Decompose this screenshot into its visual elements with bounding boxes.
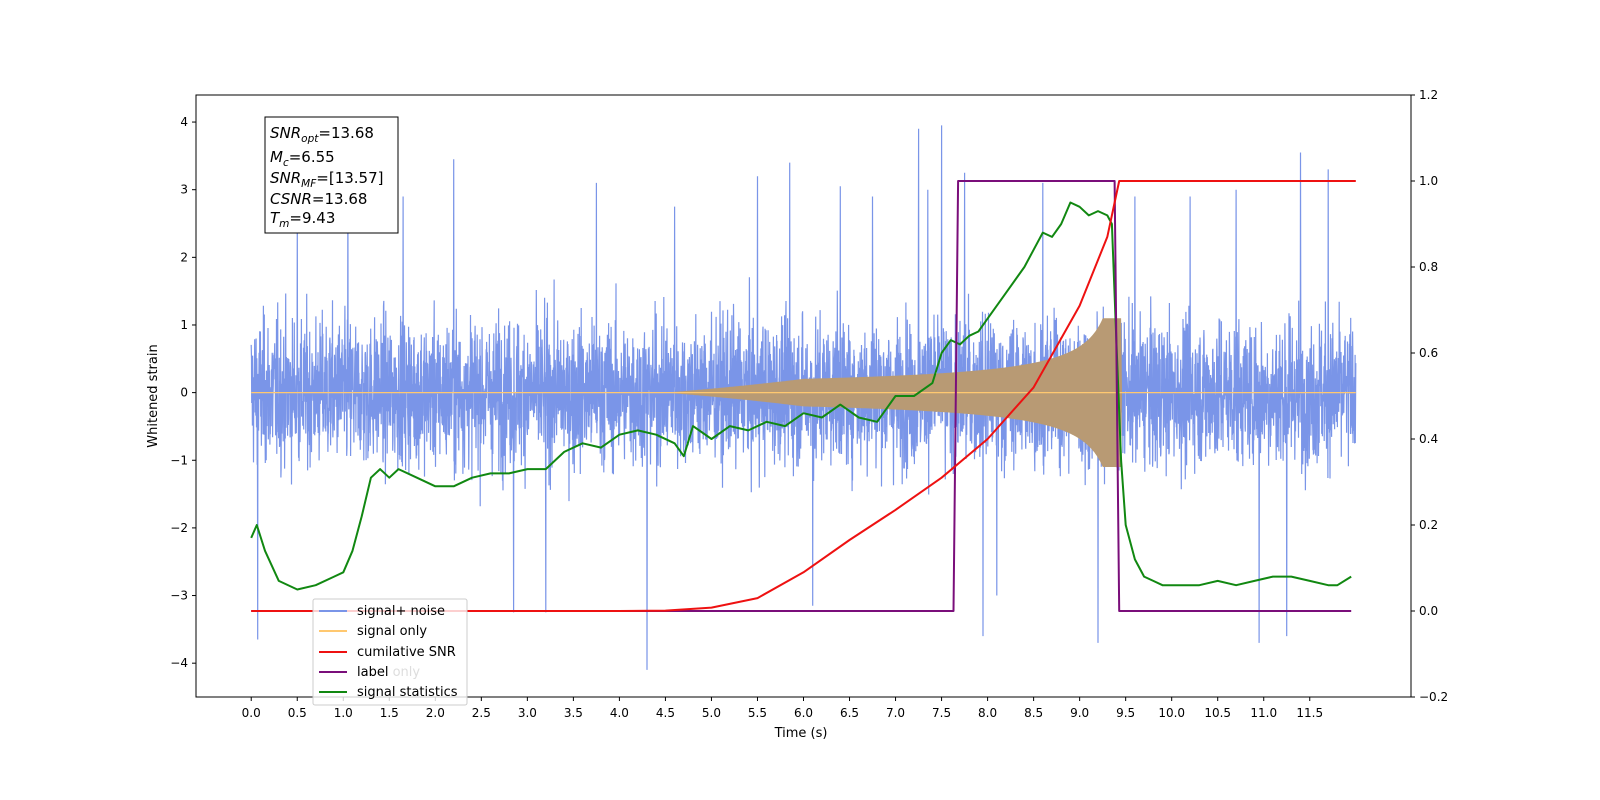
annotation-snr-name: SNR [270,124,301,142]
cumulative-snr-line [251,180,1356,612]
y-tick-label: 1 [180,318,188,332]
annotation-tm-sub: m [279,218,289,230]
signal-plus-noise-series [250,125,1357,670]
y-tick-label: 0 [180,386,188,400]
x-tick-label: 10.5 [1204,706,1231,720]
signal-only-series [251,318,1356,467]
annotation-csnr-value: =13.68 [312,190,368,208]
annotation-mc: Mc=6.55 [270,148,335,169]
x-tick-label: 11.0 [1250,706,1277,720]
x-tick-label: 0.5 [288,706,307,720]
annotation-mc-value: =6.55 [289,148,335,166]
label-line [251,180,1352,612]
x-tick-label: 3.0 [518,706,537,720]
annotation-tm: Tm=9.43 [270,209,335,230]
x-tick-label: 2.5 [472,706,491,720]
annotation-snr-opt: SNRopt=13.68 [270,124,374,145]
legend-label-signal-only: signal only [357,624,427,639]
x-tick-label: 9.5 [1116,706,1135,720]
y2-tick-label: 1.0 [1419,174,1438,188]
x-tick-label: 6.0 [794,706,813,720]
annotation-tm-value: =9.43 [289,209,335,227]
signal-plus-noise-line [250,125,1357,670]
annotation-frame [264,116,399,234]
signal-statistics-line [250,201,1352,591]
y2-tick-label: 0.0 [1419,604,1438,618]
annotation-m-name: M [270,148,283,166]
x-tick-label: 11.5 [1296,706,1323,720]
x-tick-label: 0.0 [242,706,261,720]
x-tick-label: 6.5 [840,706,859,720]
y-axis-label: Whitened strain [146,344,161,447]
right-axis-series-group [250,180,1356,612]
x-tick-label: 2.0 [426,706,445,720]
annotation-csnr-name: CSNR [270,190,312,208]
x-tick-label: 4.5 [656,706,675,720]
y2-tick-label: 0.4 [1419,432,1438,446]
x-tick-label: 1.0 [334,706,353,720]
x-tick-label: 1.5 [380,706,399,720]
legend: signal+ noise signal only cumilative SNR… [312,598,468,706]
y-tick-label: 4 [180,115,188,129]
annotation-csnr: CSNR=13.68 [270,190,367,208]
x-tick-label: 9.0 [1070,706,1089,720]
y-tick-label: −4 [170,656,188,670]
y-tick-label: −1 [170,453,188,467]
x-axis-ticks: 0.0 0.5 1.0 1.5 2.0 2.5 3.0 3.5 4.0 4.5 5.0 5.5 6.0 6… [242,697,1323,720]
x-tick-label: 8.5 [1024,706,1043,720]
x-tick-label: 3.5 [564,706,583,720]
legend-label-signal-statistics: signal statistics [357,685,458,700]
annotation-snr-mf-value: =[13.57] [316,169,383,187]
annotation-snr-opt-sub: opt [301,133,319,145]
y2-tick-label: 0.8 [1419,260,1438,274]
x-axis-label: Time (s) [774,726,828,741]
y2-tick-label: 1.2 [1419,88,1438,102]
x-tick-label: 4.0 [610,706,629,720]
y-tick-label: 3 [180,183,188,197]
x-tick-label: 10.0 [1158,706,1185,720]
annotation-snr-name-2: SNR [270,169,301,187]
legend-label-cumulative-snr: cumilative SNR [357,645,456,660]
x-tick-label: 7.0 [886,706,905,720]
x-tick-label: 5.0 [702,706,721,720]
metrics-annotation-box: SNRopt=13.68 Mc=6.55 SNRMF=[13.57] CSNR=… [264,116,399,234]
y-tick-label: −3 [170,589,188,603]
annotation-t-name: T [270,209,281,227]
x-tick-label: 8.0 [978,706,997,720]
x-tick-label: 5.5 [748,706,767,720]
annotation-snr-mf: SNRMF=[13.57] [270,169,384,190]
annotation-snr-opt-value: =13.68 [318,124,374,142]
y2-tick-label: 0.6 [1419,346,1438,360]
y-tick-label: 2 [180,250,188,264]
y-axis-ticks: 4 3 2 1 0 −1 −2 −3 −4 [170,115,196,670]
y2-tick-label: 0.2 [1419,518,1438,532]
legend-frame [312,598,468,706]
annotation-snr-mf-sub: MF [301,178,317,190]
y-tick-label: −2 [170,521,188,535]
x-tick-label: 7.5 [932,706,951,720]
legend-label-label-only: label only [357,665,420,680]
legend-label-signal-noise: signal+ noise [357,604,445,619]
y2-tick-label: −0.2 [1419,690,1448,704]
y2-axis-ticks: 1.2 1.0 0.8 0.6 0.4 0.2 0.0 −0.2 [1411,88,1448,704]
legend-label-label: label [357,665,388,680]
annotation-mc-sub: c [283,157,289,169]
